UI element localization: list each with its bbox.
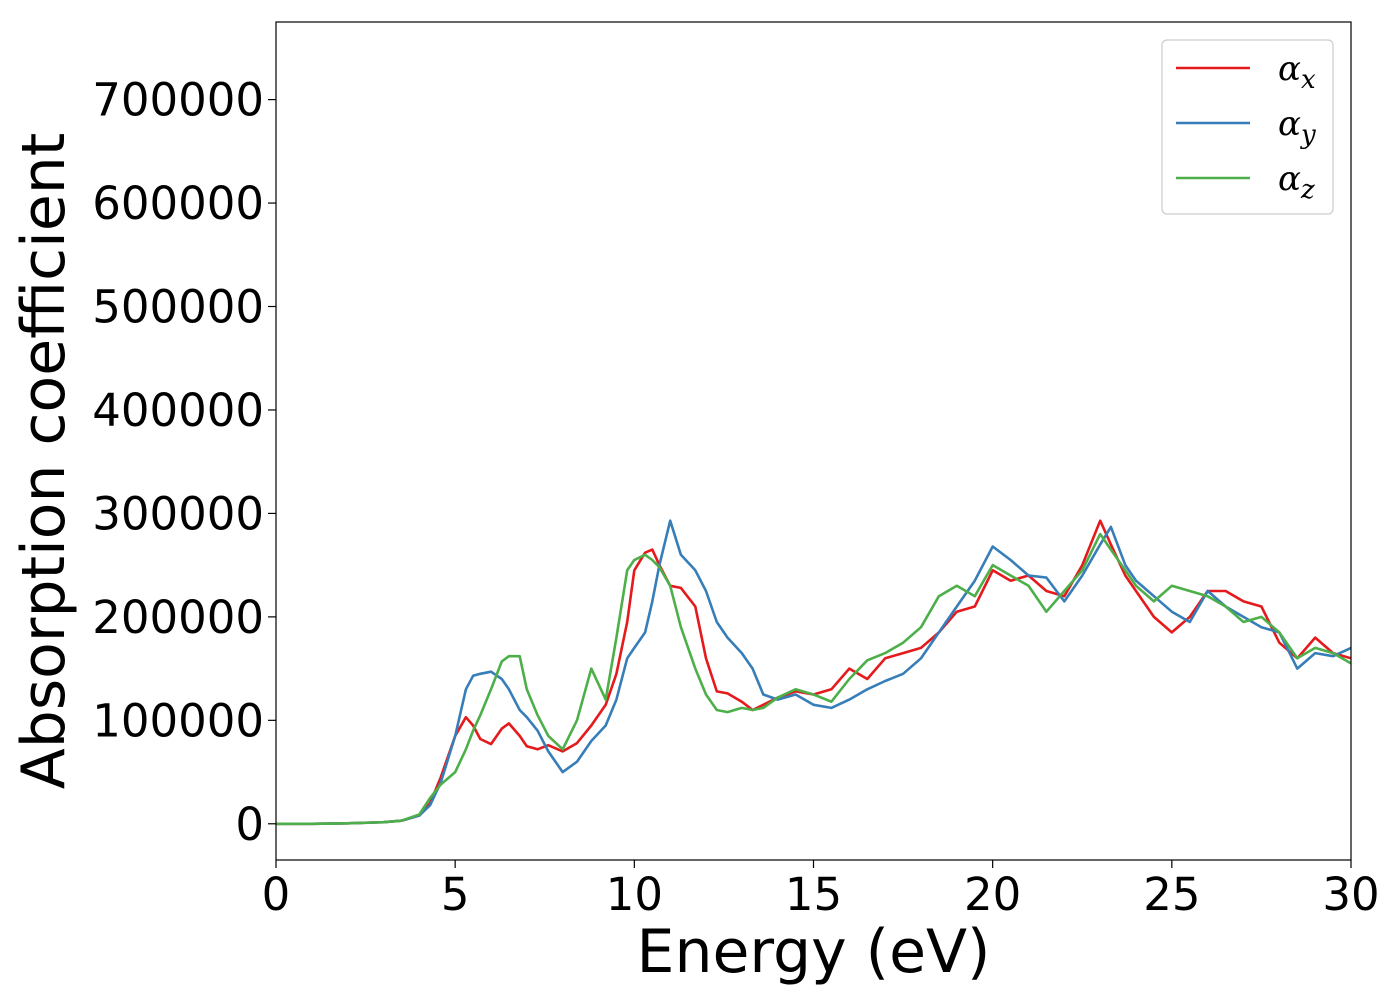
series-line-x: [276, 519, 1351, 826]
y-tick-label: 0: [235, 798, 264, 851]
series-line-z: [276, 532, 1351, 826]
x-tick-label: 25: [1143, 868, 1200, 921]
series-line-y: [276, 519, 1351, 826]
legend-entry-z: αz: [1278, 159, 1315, 205]
x-axis: 0 5 10 15 20 25 30: [262, 860, 1380, 921]
y-axis: 0 100000 200000 300000 400000 500000 600000 700…: [92, 74, 276, 851]
series-lines: [276, 519, 1351, 826]
y-tick-label: 300000: [92, 487, 264, 540]
legend-entry-y: αy: [1278, 104, 1316, 150]
x-axis-label: Energy (eV): [637, 917, 991, 987]
y-tick-label: 400000: [92, 384, 264, 437]
legend-entry-x: αx: [1278, 49, 1316, 95]
y-tick-label: 200000: [92, 591, 264, 644]
x-tick-label: 20: [964, 868, 1021, 921]
legend-box: [1161, 39, 1334, 215]
x-tick-label: 30: [1322, 868, 1379, 921]
y-tick-label: 100000: [92, 694, 264, 747]
x-tick-label: 10: [606, 868, 663, 921]
x-tick-label: 15: [785, 868, 842, 921]
y-tick-label: 700000: [92, 74, 264, 127]
x-tick-label: 5: [441, 868, 470, 921]
legend: αx αy αz: [1161, 39, 1334, 215]
y-tick-label: 600000: [92, 177, 264, 230]
x-tick-label: 0: [262, 868, 291, 921]
y-tick-label: 500000: [92, 281, 264, 334]
y-axis-label: Absorption coefficient: [9, 133, 79, 790]
